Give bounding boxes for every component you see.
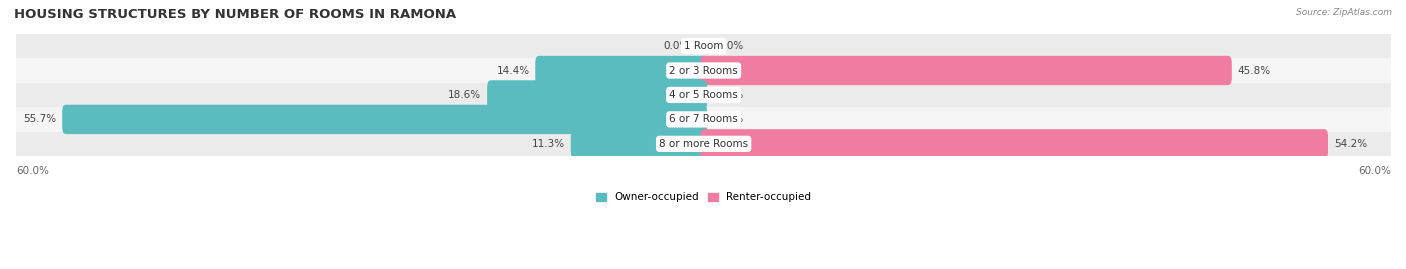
FancyBboxPatch shape [700, 56, 1232, 85]
Text: 6 or 7 Rooms: 6 or 7 Rooms [669, 114, 738, 124]
Text: 0.0%: 0.0% [664, 41, 690, 51]
Text: 14.4%: 14.4% [496, 66, 530, 76]
Text: 4 or 5 Rooms: 4 or 5 Rooms [669, 90, 738, 100]
FancyBboxPatch shape [486, 80, 707, 110]
Bar [17, 58, 1391, 83]
Text: 11.3%: 11.3% [531, 139, 565, 149]
Text: 2 or 3 Rooms: 2 or 3 Rooms [669, 66, 738, 76]
Text: 55.7%: 55.7% [24, 114, 56, 124]
FancyBboxPatch shape [571, 129, 707, 158]
Text: 8 or more Rooms: 8 or more Rooms [659, 139, 748, 149]
Bar [17, 132, 1391, 156]
Bar [17, 83, 1391, 107]
Text: 0.0%: 0.0% [717, 41, 744, 51]
Legend: Owner-occupied, Renter-occupied: Owner-occupied, Renter-occupied [596, 192, 811, 202]
Text: 60.0%: 60.0% [17, 166, 49, 176]
FancyBboxPatch shape [700, 129, 1329, 158]
Bar [17, 107, 1391, 132]
Text: HOUSING STRUCTURES BY NUMBER OF ROOMS IN RAMONA: HOUSING STRUCTURES BY NUMBER OF ROOMS IN… [14, 8, 456, 21]
Text: 1 Room: 1 Room [683, 41, 723, 51]
Text: 0.0%: 0.0% [717, 90, 744, 100]
FancyBboxPatch shape [536, 56, 707, 85]
Text: 0.0%: 0.0% [717, 114, 744, 124]
Text: Source: ZipAtlas.com: Source: ZipAtlas.com [1296, 8, 1392, 17]
FancyBboxPatch shape [62, 105, 707, 134]
Text: 45.8%: 45.8% [1237, 66, 1271, 76]
Text: 18.6%: 18.6% [449, 90, 481, 100]
Bar [17, 34, 1391, 58]
Text: 60.0%: 60.0% [1358, 166, 1391, 176]
Text: 54.2%: 54.2% [1334, 139, 1367, 149]
